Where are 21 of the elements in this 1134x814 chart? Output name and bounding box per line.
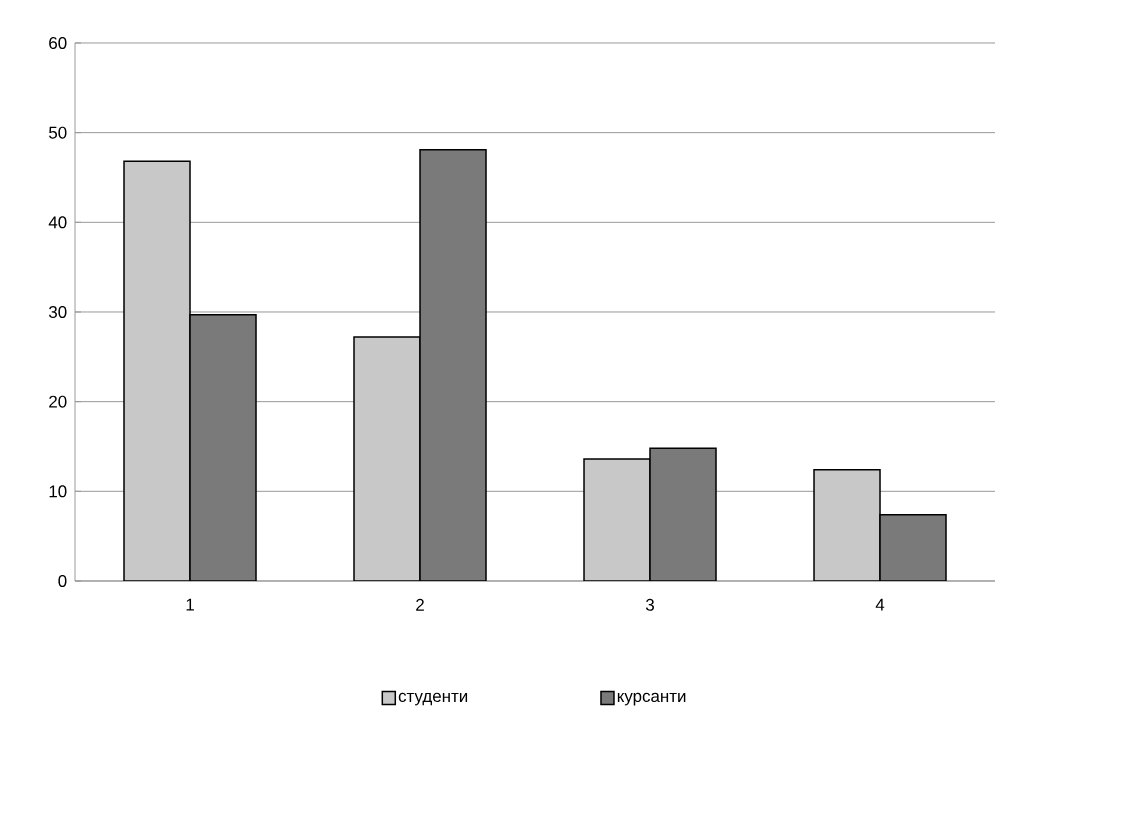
y-tick-label: 20 [49, 395, 67, 408]
y-tick-label: 0 [58, 574, 67, 587]
y-tick-label: 30 [48, 305, 67, 318]
bar [123, 160, 191, 581]
legend-label: студенти [398, 692, 468, 706]
legend-label: курсанти [617, 692, 686, 706]
x-tick-label: 2 [416, 598, 424, 611]
bar [419, 148, 487, 581]
y-tick-label: 10 [49, 485, 67, 498]
y-tick-label: 40 [48, 216, 67, 229]
bar [649, 447, 717, 581]
x-tick-label: 1 [186, 598, 194, 611]
x-tick-label: 3 [645, 598, 654, 611]
bar [353, 336, 421, 581]
y-tick-label: 60 [49, 36, 67, 49]
y-tick-label: 50 [49, 126, 67, 139]
bar [813, 469, 881, 581]
bar [879, 513, 947, 581]
x-tick-label: 4 [875, 598, 885, 611]
bar [583, 458, 651, 581]
bar [189, 313, 257, 581]
